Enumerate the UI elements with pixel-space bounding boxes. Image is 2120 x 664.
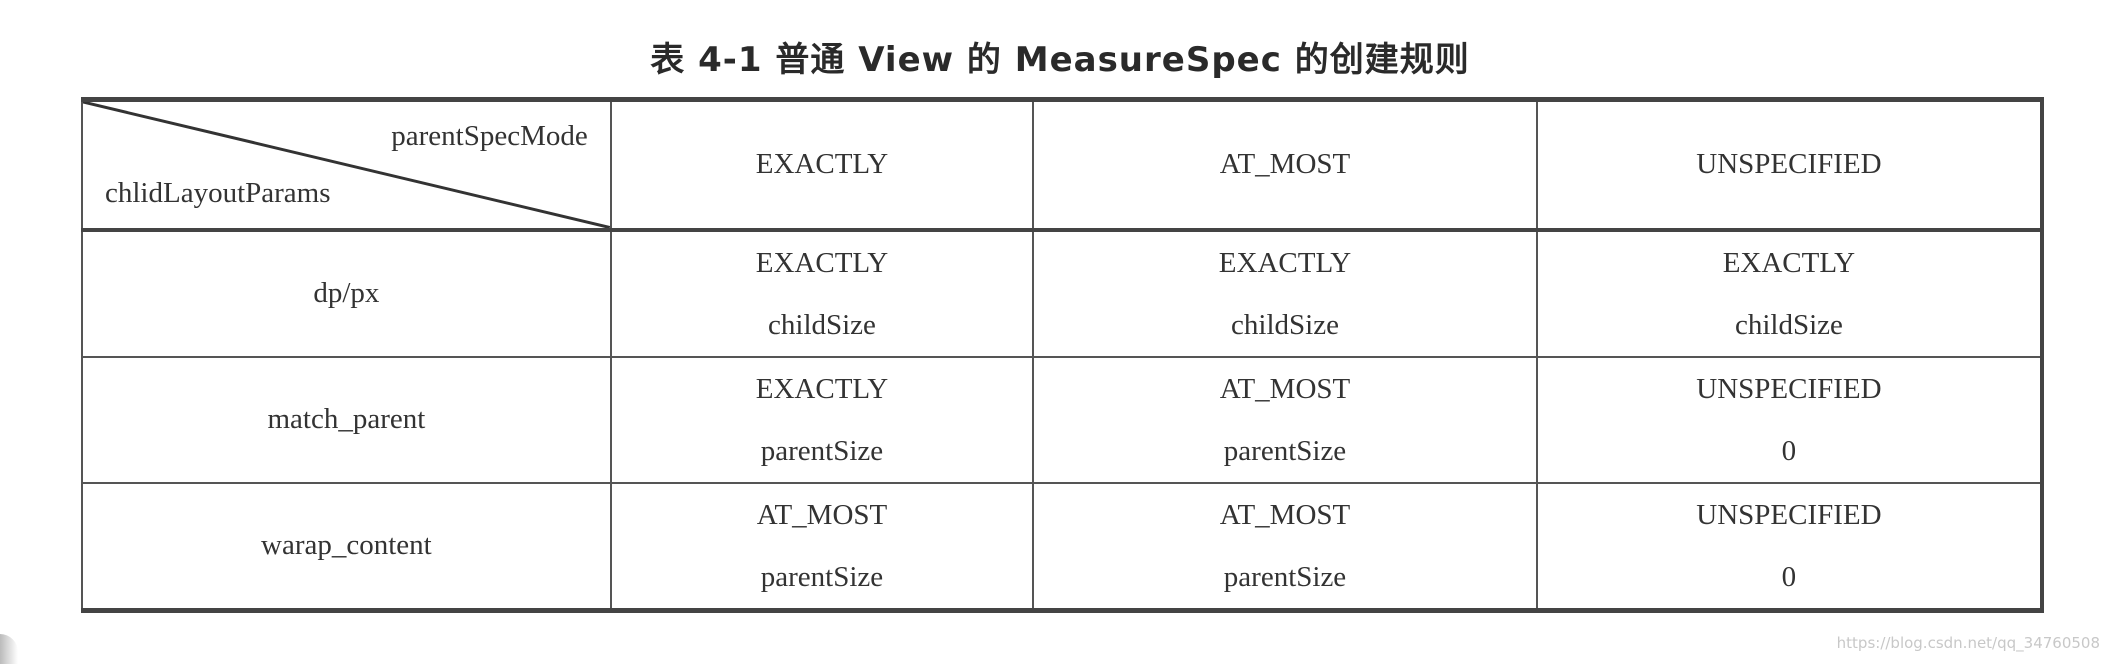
table-cell: AT_MOST parentSize — [609, 481, 1035, 611]
cell-size: parentSize — [760, 560, 884, 593]
cell-mode: AT_MOST — [1219, 498, 1351, 531]
table-cell: EXACTLY childSize — [1032, 228, 1538, 358]
table-cell: UNSPECIFIED 0 — [1535, 481, 2044, 611]
corner-bottom-label: chlidLayoutParams — [105, 176, 331, 209]
column-header: AT_MOST — [1032, 98, 1538, 232]
header-row: parentSpecMode chlidLayoutParams EXACTLY… — [81, 98, 2044, 232]
corner-top-label: parentSpecMode — [391, 120, 588, 152]
table-cell: UNSPECIFIED 0 — [1535, 355, 2044, 484]
column-header: UNSPECIFIED — [1535, 98, 2044, 232]
row-header: warap_content — [81, 481, 612, 611]
cell-mode: UNSPECIFIED — [1696, 372, 1882, 405]
diagonal-divider — [83, 102, 610, 228]
table-row: dp/px EXACTLY childSize EXACTLY childSize … — [81, 228, 2044, 358]
row-header: dp/px — [81, 228, 612, 358]
cell-mode: EXACTLY — [1218, 246, 1352, 279]
cell-mode: EXACTLY — [1722, 246, 1856, 279]
cell-size: 0 — [1781, 560, 1797, 593]
cell-size: childSize — [768, 308, 876, 341]
column-header: EXACTLY — [609, 98, 1035, 232]
cell-size: childSize — [1734, 308, 1843, 341]
cell-mode: EXACTLY — [755, 372, 889, 405]
cell-mode: AT_MOST — [756, 498, 888, 531]
cell-size: parentSize — [760, 434, 884, 467]
table-cell: AT_MOST parentSize — [1032, 355, 1538, 484]
cell-size: parentSize — [1223, 434, 1347, 467]
table-cell: AT_MOST parentSize — [1032, 481, 1538, 611]
corner-header-cell: parentSpecMode chlidLayoutParams — [81, 98, 612, 232]
table-cell: EXACTLY childSize — [609, 228, 1035, 358]
cell-size: parentSize — [1223, 560, 1347, 593]
row-header: match_parent — [81, 355, 612, 484]
page-corner-shadow — [0, 634, 18, 664]
cell-mode: AT_MOST — [1219, 372, 1351, 405]
table-cell: EXACTLY parentSize — [609, 355, 1035, 484]
table-caption: 表 4-1 普通 View 的 MeasureSpec 的创建规则 — [650, 40, 1470, 80]
watermark: https://blog.csdn.net/qq_34760508 — [1836, 634, 2100, 652]
cell-mode: EXACTLY — [755, 246, 889, 279]
cell-size: 0 — [1781, 434, 1797, 467]
cell-mode: UNSPECIFIED — [1696, 498, 1882, 531]
cell-size: childSize — [1231, 308, 1339, 341]
measurespec-table: parentSpecMode chlidLayoutParams EXACTLY… — [81, 97, 2044, 613]
table-cell: EXACTLY childSize — [1535, 228, 2044, 358]
